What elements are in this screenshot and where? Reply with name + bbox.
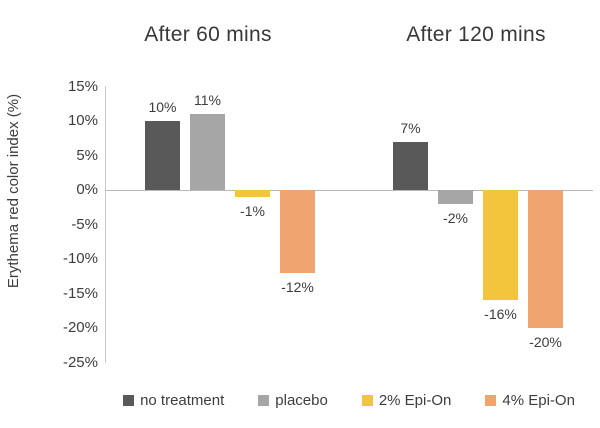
bar-4-epi-on-after-120-mins [528, 190, 563, 328]
group-title-after-60-mins: After 60 mins [144, 23, 272, 46]
bar-placebo-after-120-mins [438, 190, 473, 204]
y-tick-10: 10% [67, 112, 98, 129]
legend-item-2-epi-on: 2% Epi-On [361, 392, 452, 409]
x-axis-zero-line [105, 190, 593, 191]
value-label-4-epi-on-after-120-mins: -20% [529, 334, 562, 350]
y-axis-line [105, 86, 106, 363]
value-label-2-epi-on-after-120-mins: -16% [484, 306, 517, 322]
value-label-no-treatment-after-60-mins: 10% [148, 99, 177, 115]
bar-placebo-after-60-mins [190, 114, 225, 190]
y-tick-0: 0% [76, 181, 98, 198]
legend-label-2-epi-on: 2% Epi-On [378, 392, 452, 409]
bar-no-treatment-after-60-mins [145, 121, 180, 190]
legend-label-no-treatment: no treatment [140, 392, 225, 409]
bar-2-epi-on-after-120-mins [483, 190, 518, 300]
value-label-placebo-after-60-mins: 11% [194, 92, 221, 108]
value-label-4-epi-on-after-60-mins: -12% [281, 279, 314, 295]
legend-swatch-4-epi-on [485, 395, 497, 406]
legend-swatch-2-epi-on [361, 395, 373, 406]
y-tick-15: -15% [62, 284, 98, 302]
legend-label-4-epi-on: 4% Epi-On [502, 392, 575, 409]
bar-4-epi-on-after-60-mins [280, 190, 315, 273]
bar-no-treatment-after-120-mins [393, 142, 428, 190]
legend-swatch-no-treatment [123, 395, 135, 406]
y-tick-15: 15% [67, 77, 98, 95]
value-label-no-treatment-after-120-mins: 7% [400, 120, 421, 136]
y-tick-25: -25% [62, 353, 98, 371]
legend-swatch-placebo [258, 395, 270, 406]
value-label-placebo-after-120-mins: -2% [443, 210, 468, 226]
value-label-2-epi-on-after-60-mins: -1% [240, 203, 265, 219]
legend-item-no-treatment: no treatment [123, 392, 224, 409]
y-tick-5: 5% [76, 146, 98, 164]
legend-item-placebo: placebo [258, 392, 328, 409]
group-title-after-120-mins: After 120 mins [406, 23, 546, 46]
y-tick-5: -5% [71, 215, 98, 233]
legend: no treatment placebo 2% Epi-On 4% Epi-On [105, 392, 593, 409]
y-tick-10: -10% [62, 250, 98, 267]
bar-2-epi-on-after-60-mins [235, 190, 270, 197]
legend-item-4-epi-on: 4% Epi-On [485, 392, 575, 409]
legend-label-placebo: placebo [275, 392, 328, 409]
y-tick-20: -20% [62, 319, 98, 336]
